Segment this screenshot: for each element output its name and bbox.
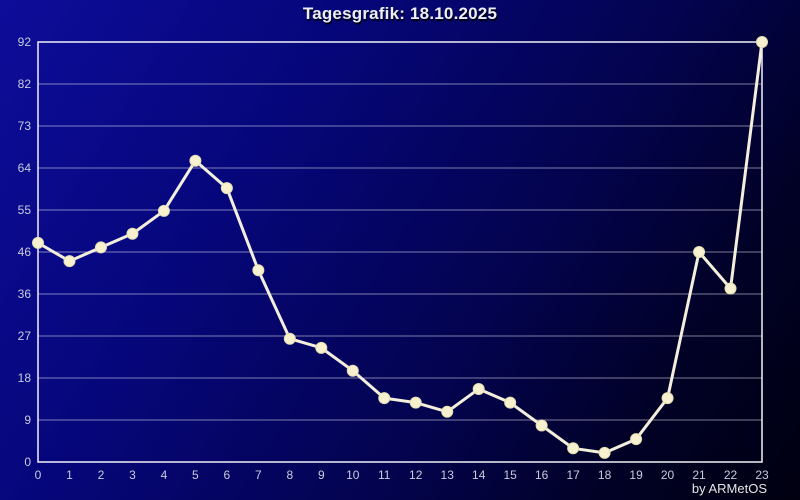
data-point xyxy=(189,154,202,167)
y-tick-label: 73 xyxy=(18,119,32,133)
data-point xyxy=(283,332,296,345)
data-point xyxy=(409,396,422,409)
x-tick-label: 12 xyxy=(409,468,423,482)
series-line xyxy=(36,40,764,455)
data-point xyxy=(63,255,76,268)
y-tick-label: 9 xyxy=(24,413,31,427)
x-tick-label: 0 xyxy=(35,468,42,482)
x-tick-label: 10 xyxy=(346,468,360,482)
data-point xyxy=(32,236,44,249)
x-tick-label: 4 xyxy=(161,468,168,482)
data-point xyxy=(598,446,611,459)
x-tick-label: 15 xyxy=(503,468,517,482)
x-tick-label: 8 xyxy=(286,468,293,482)
x-tick-label: 20 xyxy=(661,468,675,482)
data-point xyxy=(630,433,643,446)
x-tick-label: 3 xyxy=(129,468,136,482)
x-tick-label: 16 xyxy=(535,468,549,482)
data-point xyxy=(220,182,233,195)
x-tick-label: 21 xyxy=(692,468,706,482)
data-point xyxy=(504,396,517,409)
y-tick-label: 18 xyxy=(18,371,32,385)
data-point xyxy=(724,282,737,295)
y-tick-label: 92 xyxy=(18,35,32,49)
x-tick-label: 23 xyxy=(755,468,769,482)
data-point xyxy=(126,227,139,240)
data-point xyxy=(472,382,485,395)
x-tick-label: 14 xyxy=(472,468,486,482)
data-point xyxy=(157,204,170,217)
data-point xyxy=(756,36,768,48)
data-point xyxy=(252,264,265,277)
data-point xyxy=(441,405,454,418)
x-tick-label: 18 xyxy=(598,468,612,482)
chart-title: Tagesgrafik: 18.10.2025 xyxy=(302,4,498,23)
y-tick-label: 27 xyxy=(18,329,32,343)
y-tick-label: 55 xyxy=(18,203,32,217)
x-tick-label: 2 xyxy=(98,468,105,482)
data-point xyxy=(693,246,706,258)
data-point xyxy=(315,341,328,354)
data-point xyxy=(567,442,580,455)
x-tick-label: 6 xyxy=(224,468,231,482)
data-point xyxy=(378,392,391,405)
x-tick-label: 22 xyxy=(724,468,738,482)
data-point xyxy=(535,419,548,432)
x-tick-label: 1 xyxy=(66,468,73,482)
y-tick-label: 64 xyxy=(18,161,32,175)
y-tick-label: 36 xyxy=(18,287,32,301)
x-tick-label: 5 xyxy=(192,468,199,482)
x-tick-label: 19 xyxy=(629,468,643,482)
x-tick-label: 17 xyxy=(566,468,580,482)
x-tick-label: 13 xyxy=(441,468,455,482)
plot-border xyxy=(37,41,763,463)
data-point xyxy=(661,392,674,405)
x-tick-label: 7 xyxy=(255,468,262,482)
x-tick-label: 11 xyxy=(378,468,391,482)
y-tick-label: 46 xyxy=(18,245,32,259)
data-point xyxy=(346,364,359,377)
x-tick-label: 9 xyxy=(318,468,325,482)
credit-label: by ARMetOS xyxy=(691,481,767,496)
data-point xyxy=(94,241,107,254)
y-tick-label: 0 xyxy=(24,455,31,469)
y-tick-label: 82 xyxy=(18,77,32,91)
